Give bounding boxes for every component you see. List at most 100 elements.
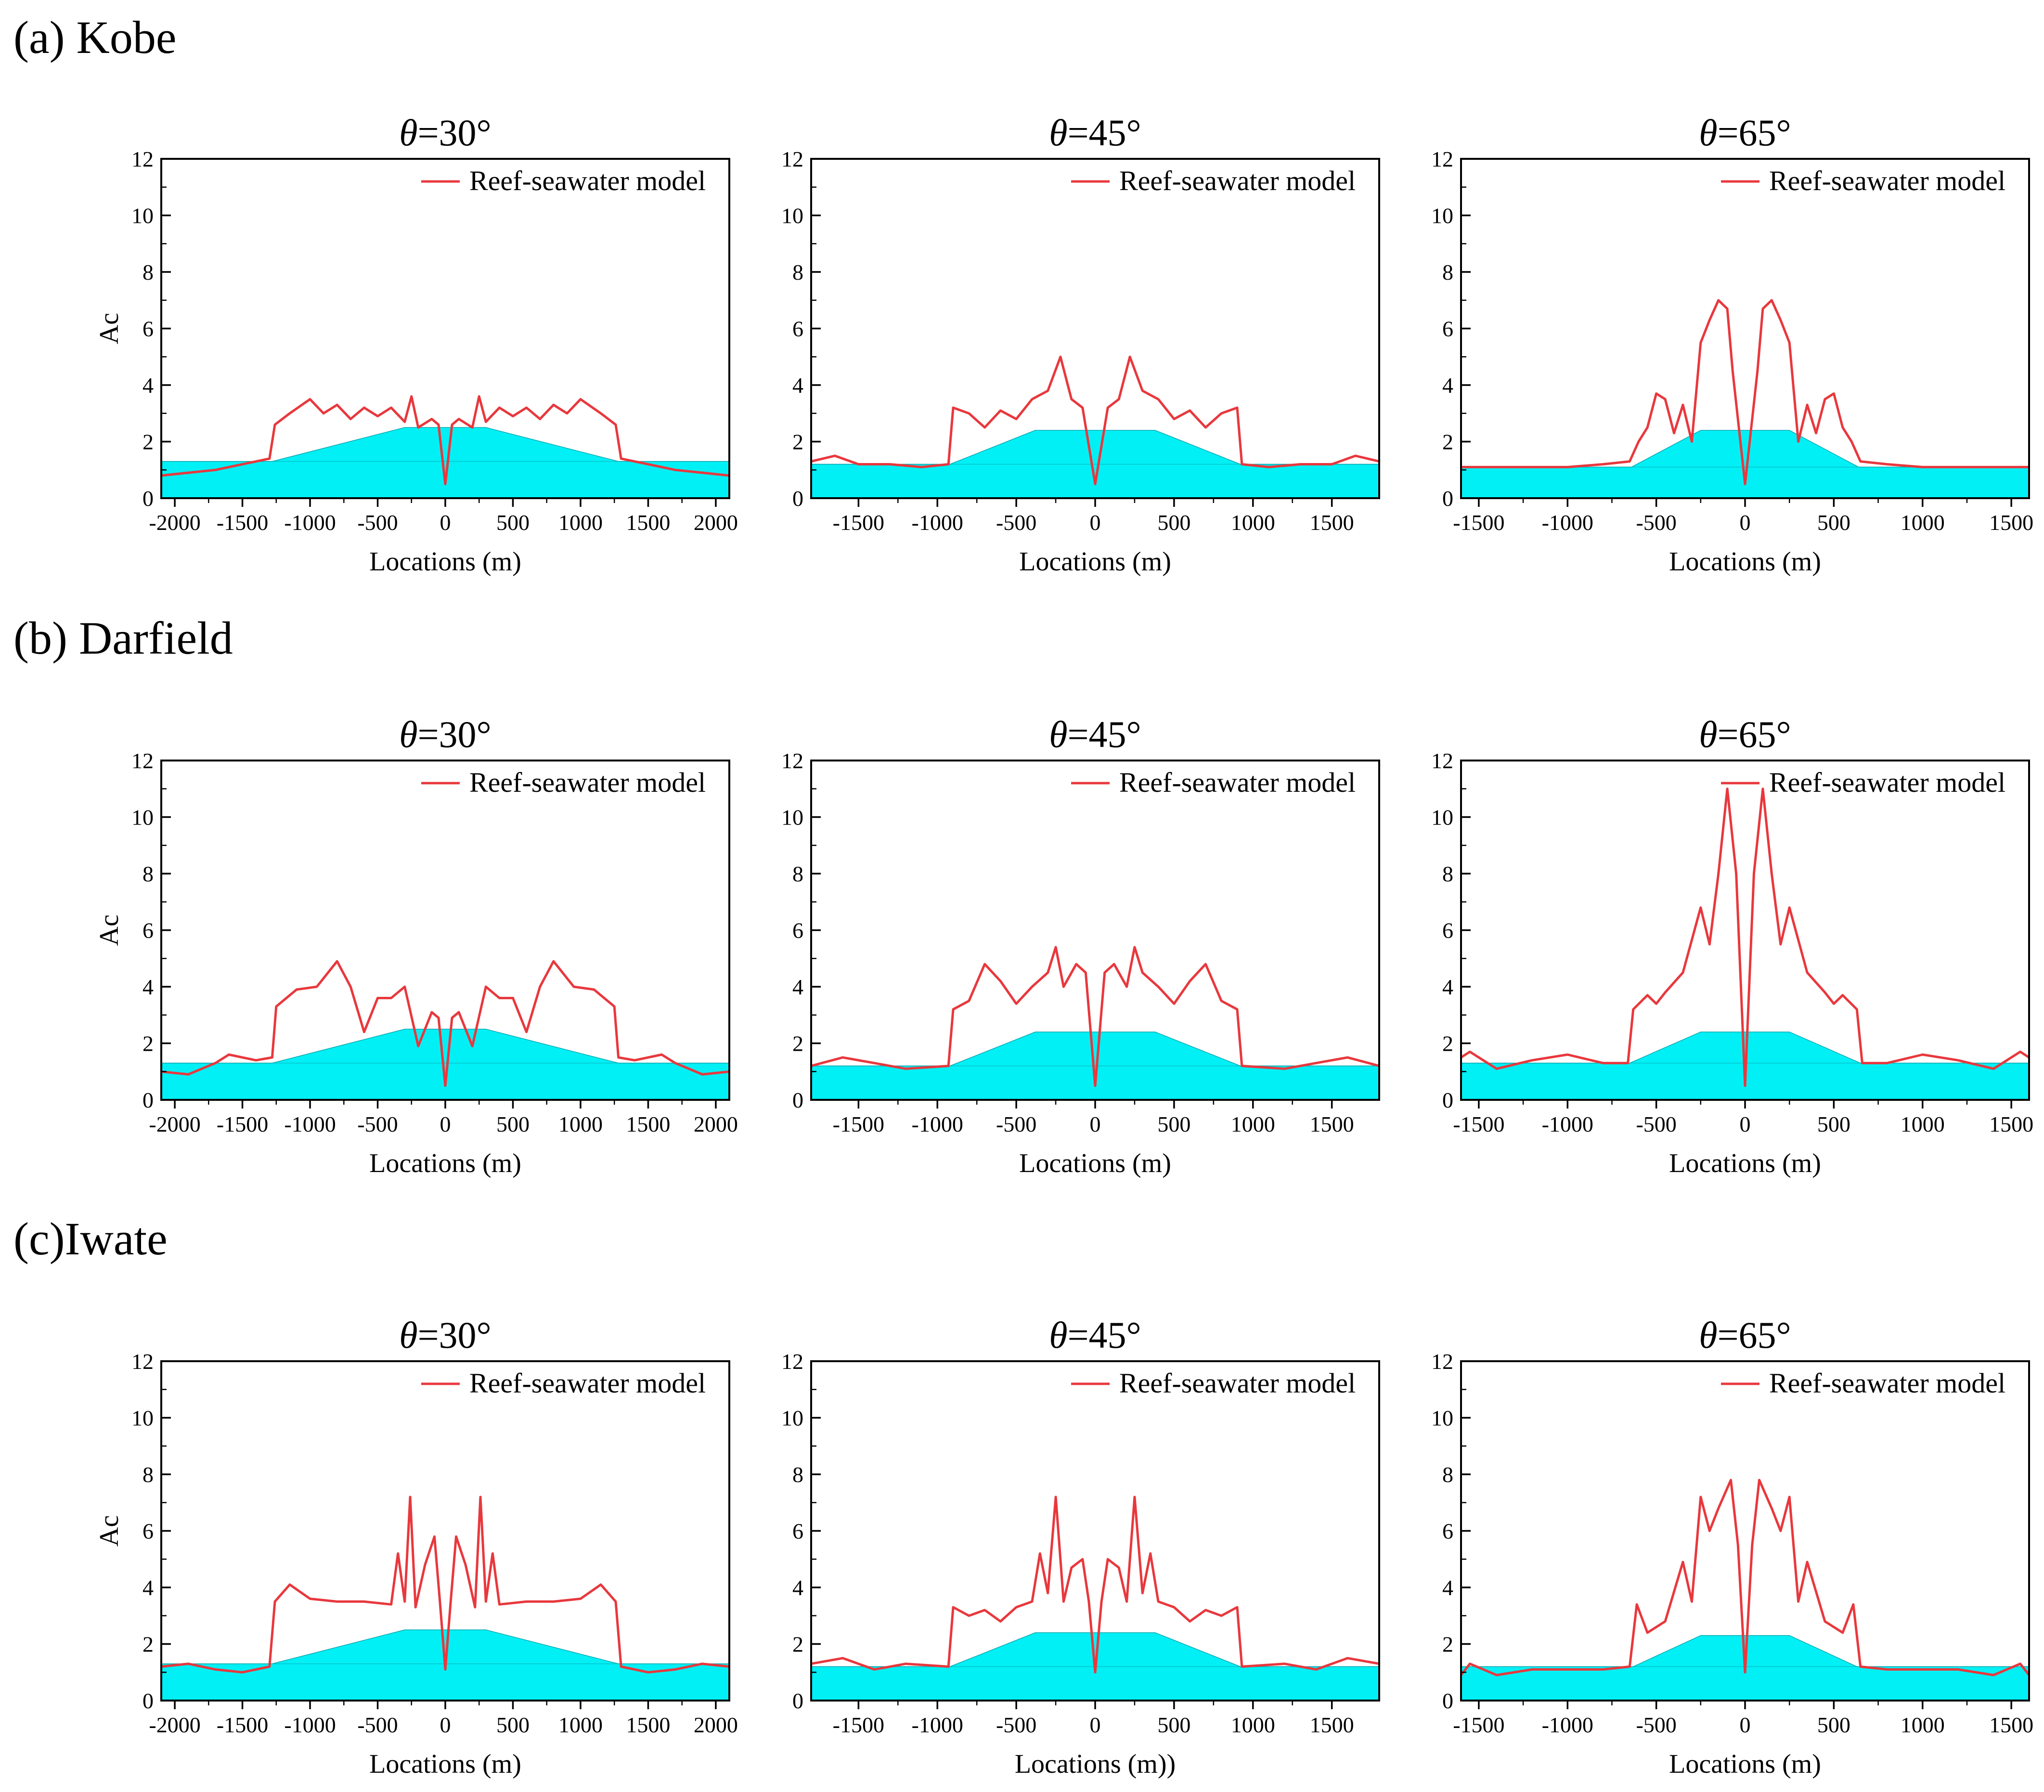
x-tick-label: 1500 bbox=[1989, 1713, 2033, 1737]
y-tick-label: 2 bbox=[142, 1632, 154, 1657]
series-line bbox=[1461, 299, 2029, 486]
x-tick-label: -1500 bbox=[217, 510, 268, 535]
y-tick-label: 2 bbox=[1442, 430, 1453, 454]
series-line bbox=[811, 355, 1379, 486]
x-tick-label: -500 bbox=[1636, 1713, 1676, 1737]
y-tick-label: 4 bbox=[1442, 373, 1453, 398]
x-tick-label: 1500 bbox=[1310, 1112, 1354, 1136]
y-tick-label: 8 bbox=[142, 1462, 154, 1487]
y-tick-label: 10 bbox=[131, 204, 154, 228]
title-symbol: θ bbox=[1049, 1314, 1067, 1356]
y-tick-label: 6 bbox=[792, 317, 803, 341]
legend-label: Reef-seawater model bbox=[1119, 767, 1356, 798]
x-tick-label: -1500 bbox=[1453, 1713, 1504, 1737]
x-tick-label: 1000 bbox=[558, 1713, 603, 1737]
reef-area bbox=[161, 1029, 729, 1100]
series-line bbox=[161, 395, 729, 486]
legend-label: Reef-seawater model bbox=[1119, 1367, 1356, 1399]
legend-label: Reef-seawater model bbox=[1769, 1367, 2005, 1399]
y-tick-label: 12 bbox=[1431, 147, 1453, 171]
row-title-kobe: (a) Kobe bbox=[13, 12, 176, 63]
x-tick-label: -1000 bbox=[912, 1112, 963, 1136]
y-tick-label: 10 bbox=[1431, 805, 1453, 830]
y-tick-label: 0 bbox=[142, 1689, 154, 1713]
x-tick-label: -500 bbox=[357, 1713, 398, 1737]
x-axis-label: Locations (m) bbox=[369, 1148, 521, 1178]
y-tick-label: 2 bbox=[792, 430, 803, 454]
x-tick-label: 1000 bbox=[1901, 1112, 1945, 1136]
y-tick-label: 2 bbox=[1442, 1632, 1453, 1657]
x-tick-label: 0 bbox=[1090, 1112, 1101, 1136]
title-value: =30° bbox=[418, 1314, 492, 1356]
legend-label: Reef-seawater model bbox=[1119, 165, 1356, 196]
x-tick-label: 2000 bbox=[694, 1112, 738, 1136]
x-tick-label: -500 bbox=[357, 1112, 398, 1136]
y-tick-label: 4 bbox=[1442, 1575, 1453, 1600]
x-tick-label: -1000 bbox=[1542, 1112, 1593, 1136]
x-tick-label: -500 bbox=[996, 510, 1036, 535]
x-axis-label: Locations (m) bbox=[1669, 1148, 1821, 1178]
legend-label: Reef-seawater model bbox=[1769, 165, 2005, 196]
title-value: =45° bbox=[1068, 1314, 1141, 1356]
x-tick-label: 500 bbox=[496, 1713, 530, 1737]
y-tick-label: 4 bbox=[142, 975, 154, 999]
legend-label: Reef-seawater model bbox=[469, 165, 706, 196]
x-tick-label: 1000 bbox=[558, 510, 603, 535]
x-tick-label: -1000 bbox=[912, 510, 963, 535]
plot-area bbox=[161, 395, 729, 498]
y-tick-label: 8 bbox=[792, 260, 803, 284]
y-tick-label: 4 bbox=[142, 373, 154, 398]
y-axis-label: Ac bbox=[94, 1515, 124, 1547]
y-tick-label: 2 bbox=[142, 430, 154, 454]
title-symbol: θ bbox=[399, 713, 417, 755]
x-tick-label: 1000 bbox=[1231, 510, 1275, 535]
chart-darfield-30: θ=30° 0 2 4 6 8 10 12 -2000 -1500 -1000 -500 0 500 100… bbox=[94, 713, 738, 1178]
x-tick-label: 0 bbox=[1740, 1112, 1751, 1136]
title-value: =30° bbox=[418, 713, 492, 755]
x-axis-label: Locations (m) bbox=[369, 547, 521, 577]
panel-title: θ=45° bbox=[1049, 1314, 1141, 1356]
plot-area bbox=[811, 1495, 1379, 1701]
y-tick-label: 10 bbox=[781, 805, 803, 830]
y-tick-label: 12 bbox=[781, 1349, 803, 1374]
y-tick-label: 6 bbox=[142, 317, 154, 341]
y-tick-label: 6 bbox=[1442, 1519, 1453, 1544]
x-tick-label: 0 bbox=[440, 510, 451, 535]
y-tick-label: 10 bbox=[131, 805, 154, 830]
x-axis-label: Locations (m) bbox=[1019, 547, 1171, 577]
panel-title: θ=65° bbox=[1699, 1314, 1791, 1356]
x-tick-label: 2000 bbox=[694, 510, 738, 535]
y-tick-label: 0 bbox=[142, 1088, 154, 1112]
y-tick-label: 12 bbox=[131, 748, 154, 773]
x-tick-label: -2000 bbox=[149, 510, 200, 535]
series-line bbox=[811, 1495, 1379, 1674]
x-tick-label: 1000 bbox=[1231, 1713, 1275, 1737]
y-tick-label: 8 bbox=[142, 862, 154, 886]
y-tick-label: 0 bbox=[142, 486, 154, 511]
x-tick-label: 2000 bbox=[694, 1713, 738, 1737]
chart-darfield-65: θ=65° 0 2 4 6 8 10 12 -1500 -1000 -500 0 500 1000 1500… bbox=[1431, 713, 2033, 1178]
title-value: =45° bbox=[1068, 112, 1141, 154]
x-axis-label: Locations (m)) bbox=[1015, 1749, 1176, 1779]
title-symbol: θ bbox=[1699, 713, 1717, 755]
y-tick-label: 12 bbox=[1431, 748, 1453, 773]
y-tick-label: 6 bbox=[792, 1519, 803, 1544]
x-tick-label: -1000 bbox=[284, 510, 336, 535]
chart-iwate-30: θ=30° 0 2 4 6 8 10 12 -2000 -1500 -1000 -500 0 500 100… bbox=[94, 1314, 738, 1779]
y-tick-label: 0 bbox=[792, 1088, 803, 1112]
y-tick-label: 12 bbox=[1431, 1349, 1453, 1374]
x-tick-label: -1500 bbox=[1453, 510, 1504, 535]
x-tick-label: 500 bbox=[1817, 510, 1850, 535]
panel-title: θ=30° bbox=[399, 1314, 492, 1356]
legend-label: Reef-seawater model bbox=[469, 1367, 706, 1399]
title-value: =65° bbox=[1718, 1314, 1791, 1356]
x-tick-label: 0 bbox=[440, 1713, 451, 1737]
row-title-iwate: (c)Iwate bbox=[13, 1213, 168, 1264]
y-tick-label: 6 bbox=[1442, 317, 1453, 341]
y-tick-label: 6 bbox=[792, 918, 803, 943]
x-tick-label: 500 bbox=[1817, 1112, 1850, 1136]
plot-area bbox=[811, 946, 1379, 1100]
x-tick-label: -2000 bbox=[149, 1713, 200, 1737]
title-symbol: θ bbox=[1049, 112, 1067, 154]
x-tick-label: 1500 bbox=[626, 1112, 670, 1136]
